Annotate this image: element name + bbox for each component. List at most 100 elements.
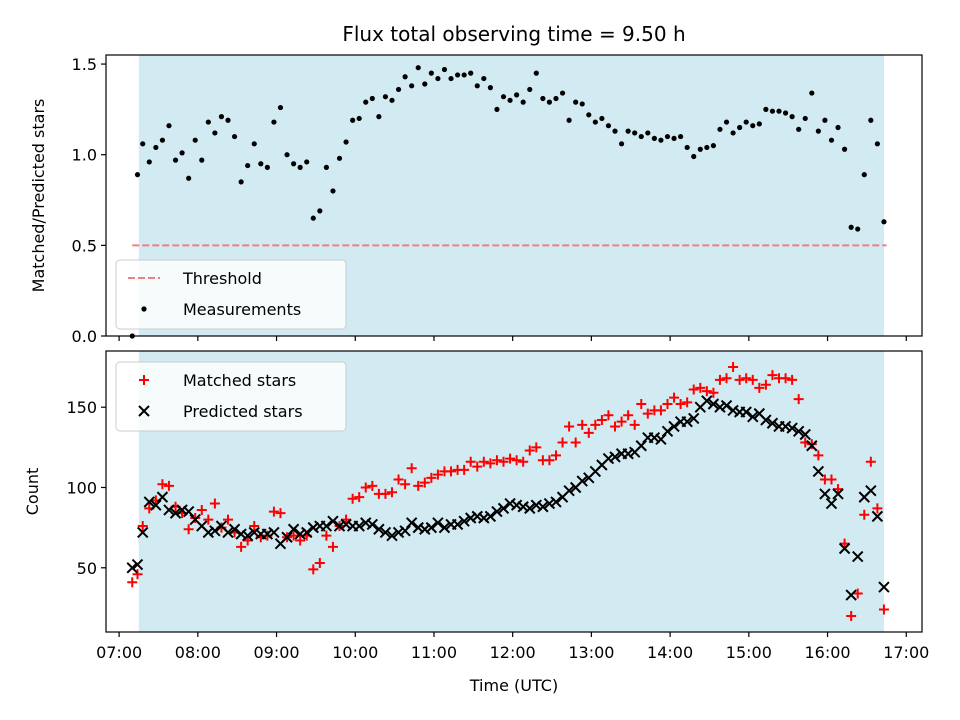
matched-stars-point <box>721 373 732 384</box>
measurements-point <box>409 83 415 89</box>
measurements-point <box>815 128 821 134</box>
measurements-point <box>336 155 343 161</box>
predicted-stars-point <box>825 497 838 510</box>
predicted-stars-point <box>131 558 144 571</box>
measurements-point <box>192 137 198 143</box>
matched-stars-point <box>127 577 138 588</box>
legend-measurements-label: Measurements <box>183 300 301 319</box>
x-tick-label: 11:00 <box>411 643 457 662</box>
predicted-stars-point <box>779 420 792 433</box>
matched-stars-point <box>682 397 693 408</box>
matched-stars-point <box>531 442 542 453</box>
predicted-stars-point <box>176 504 188 516</box>
predicted-stars-point <box>524 502 536 515</box>
measurements-point <box>507 97 513 103</box>
predicted-stars-point <box>720 399 733 412</box>
measurements-point <box>586 112 592 118</box>
predicted-stars-point <box>268 526 280 539</box>
predicted-stars-point <box>812 465 825 478</box>
predicted-stars-point <box>845 589 857 601</box>
measurements-point <box>291 161 297 167</box>
matched-stars-point <box>249 521 260 532</box>
x-tick-label: 13:00 <box>568 643 614 662</box>
y-tick-label: 1.0 <box>72 146 97 165</box>
predicted-stars-point <box>386 529 398 542</box>
matched-stars-point <box>498 456 509 467</box>
measurements-point <box>323 164 329 170</box>
measurements-point <box>769 108 776 114</box>
matched-stars-point <box>570 437 581 448</box>
predicted-stars-point <box>668 420 680 433</box>
bottom-x-ticks: 07:00 08:00 09:00 10:00 11:00 12:00 13:00 14:00… <box>96 632 929 662</box>
measurements-point <box>461 72 467 78</box>
matched-stars-point <box>688 384 699 395</box>
matched-stars-point <box>741 373 752 384</box>
measurements-point <box>448 75 454 82</box>
predicted-stars-point <box>405 517 418 529</box>
measurements-point <box>199 157 205 163</box>
measurements-point <box>599 115 605 122</box>
matched-stars-point <box>714 374 725 385</box>
measurements-point <box>474 83 480 89</box>
measurements-point <box>343 139 349 145</box>
predicted-stars-point <box>320 520 333 532</box>
measurements-point <box>166 123 172 129</box>
measurements-point <box>881 219 887 225</box>
y-tick-label: 150 <box>66 398 97 417</box>
matched-stars-point <box>655 405 666 416</box>
matched-stars-point <box>459 464 470 475</box>
measurements-point <box>809 90 815 96</box>
x-axis-label: Time (UTC) <box>469 676 558 695</box>
predicted-stars-point <box>340 518 352 531</box>
measurements-point <box>750 123 756 129</box>
measurements-point <box>146 159 152 165</box>
matched-stars-point <box>564 421 575 432</box>
bottom-y-ticks: 50 100 150 <box>66 398 106 578</box>
matched-stars-point <box>203 514 214 525</box>
predicted-stars-point <box>799 428 811 441</box>
measurements-point <box>605 123 612 129</box>
predicted-stars-point <box>360 517 372 529</box>
matched-stars-point <box>583 427 594 438</box>
y-tick-label: 0.5 <box>72 236 97 255</box>
predicted-stars-point <box>373 523 385 535</box>
y-tick-label: 100 <box>66 478 97 497</box>
predicted-stars-point <box>169 507 182 519</box>
matched-stars-point <box>223 514 234 525</box>
matched-stars-point <box>610 421 621 432</box>
matched-stars-point <box>354 492 365 503</box>
predicted-stars-point <box>222 526 234 539</box>
measurements-point <box>664 133 671 140</box>
predicted-stars-point <box>261 528 274 540</box>
measurements-point <box>277 104 284 111</box>
legend-predicted-stars-handle <box>138 405 150 417</box>
measurements-point <box>566 117 572 123</box>
measurements-point <box>632 130 638 136</box>
measurements-point <box>861 172 867 178</box>
predicted-stars-point <box>432 517 444 529</box>
y-tick-label: 50 <box>77 559 97 578</box>
matched-stars-point <box>550 450 561 461</box>
matched-stars-point <box>347 493 358 504</box>
predicted-stars-point <box>399 525 411 537</box>
legend-matched-stars-handle <box>139 375 149 385</box>
top-y-ticks: 0.0 0.5 1.0 1.5 <box>72 55 106 346</box>
predicted-stars-point <box>307 521 319 534</box>
predicted-stars-point <box>281 531 293 543</box>
matched-stars-point <box>491 455 502 466</box>
matched-stars-point <box>393 474 404 485</box>
predicted-stars-point <box>438 521 451 534</box>
matched-stars-point <box>557 437 568 448</box>
legend-predicted-stars-label: Predicted stars <box>183 402 303 421</box>
predicted-stars-point <box>458 515 470 527</box>
predicted-stars-point <box>550 496 562 508</box>
measurements-point <box>704 144 710 151</box>
measurements-point <box>330 188 336 194</box>
measurements-point <box>776 108 782 114</box>
measurements-point <box>304 159 310 165</box>
bottom-series-points <box>126 362 890 621</box>
measurements-point <box>264 164 270 170</box>
predicted-stars-point <box>484 510 497 523</box>
legend-matched-stars-label: Matched stars <box>183 371 296 390</box>
